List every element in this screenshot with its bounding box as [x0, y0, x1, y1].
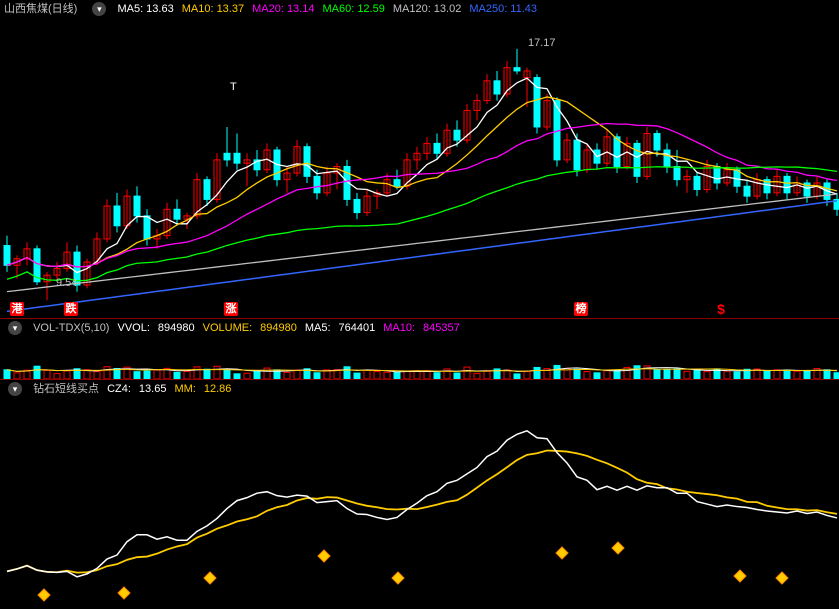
indicator-label: MA20: 13.14 — [252, 3, 314, 15]
indicator-label: 13.65 — [139, 383, 167, 395]
indicator-label: VOL-TDX(5,10) — [33, 322, 109, 334]
sub-indicator-panel[interactable]: ▾ 钻石短线买点 CZ4: 13.65 MM: 12.86 — [0, 379, 839, 609]
diamond-icon — [318, 550, 330, 562]
stock-title: 山西焦煤(日线) — [4, 3, 77, 15]
chevron-down-icon[interactable]: ▾ — [8, 321, 22, 335]
chevron-down-icon[interactable]: ▾ — [8, 382, 22, 396]
indicator-label: 845357 — [423, 322, 460, 334]
indicator-label: MA250: 11.43 — [469, 3, 537, 15]
diamond-icon — [38, 589, 50, 601]
chart-marker[interactable]: 跌 — [64, 302, 78, 316]
indicator-label: MA10: 13.37 — [182, 3, 244, 15]
indicator-label: 894980 — [260, 322, 297, 334]
indicator-label: MA10: — [383, 322, 415, 334]
diamond-indicator[interactable] — [0, 398, 839, 609]
indicator-label: 12.86 — [204, 383, 232, 395]
diamond-icon — [556, 547, 568, 559]
indicator-label: MA5: — [305, 322, 331, 334]
chart-marker[interactable]: 港 — [10, 302, 24, 316]
diamond-icon — [612, 542, 624, 554]
chart-marker[interactable]: 涨 — [224, 302, 238, 316]
volume-header: ▾ VOL-TDX(5,10) VVOL: 894980 VOLUME: 894980 M… — [0, 319, 839, 337]
indicator-label: VOLUME: — [203, 322, 253, 334]
diamond-icon — [776, 572, 788, 584]
indicator-label: MM: — [174, 383, 195, 395]
main-header: 山西焦煤(日线) ▾ MA5: 13.63 MA10: 13.37 MA20: 13… — [0, 0, 839, 18]
diamond-icon — [734, 570, 746, 582]
indicator-label: 钻石短线买点 — [33, 383, 99, 395]
diamond-icon — [392, 572, 404, 584]
diamond-icon — [204, 572, 216, 584]
indicator-label: MA60: 12.59 — [322, 3, 384, 15]
indicator-label: VVOL: — [117, 322, 149, 334]
volume-panel[interactable]: ▾ VOL-TDX(5,10) VVOL: 894980 VOLUME: 894980 M… — [0, 318, 839, 379]
chart-marker[interactable]: $ — [714, 302, 728, 316]
volume-bars[interactable] — [0, 337, 839, 379]
svg-text:T: T — [230, 81, 237, 93]
candlestick-chart[interactable]: 17.17 T 9.54 — [0, 18, 839, 318]
indicator-label: 764401 — [339, 322, 376, 334]
sub-header: ▾ 钻石短线买点 CZ4: 13.65 MM: 12.86 — [0, 380, 839, 398]
chart-marker[interactable]: 榜 — [574, 302, 588, 316]
main-chart-panel[interactable]: 山西焦煤(日线) ▾ MA5: 13.63 MA10: 13.37 MA20: 13… — [0, 0, 839, 318]
indicator-label: MA120: 13.02 — [393, 3, 462, 15]
indicator-label: CZ4: — [107, 383, 131, 395]
indicator-label: 894980 — [158, 322, 195, 334]
diamond-icon — [118, 587, 130, 599]
svg-text:17.17: 17.17 — [528, 37, 556, 49]
indicator-label: MA5: 13.63 — [117, 3, 173, 15]
chevron-down-icon[interactable]: ▾ — [92, 2, 106, 16]
svg-text:9.54: 9.54 — [56, 277, 77, 289]
